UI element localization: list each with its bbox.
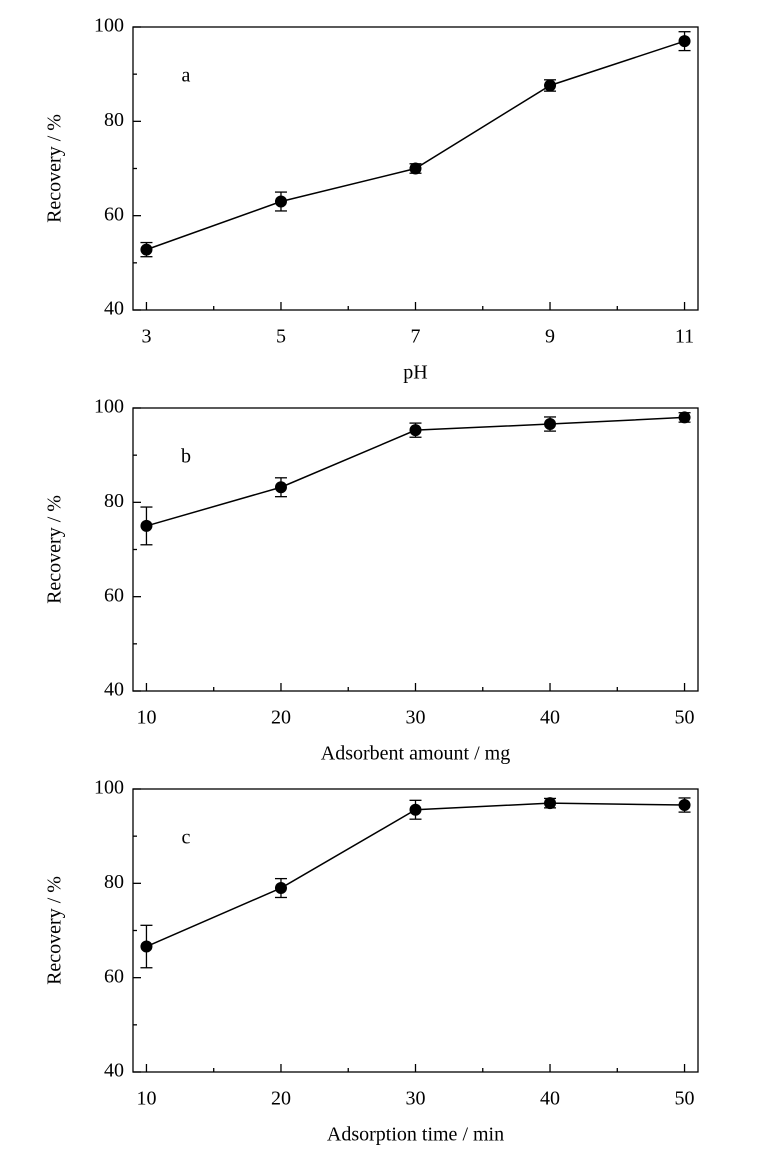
- x-tick-label: 3: [141, 326, 151, 348]
- marker: [678, 799, 691, 812]
- x-tick-label: 10: [136, 707, 156, 729]
- marker: [409, 803, 422, 816]
- x-tick-label: 40: [540, 707, 560, 729]
- data-line: [146, 40, 685, 251]
- x-axis-label: pH: [403, 362, 427, 384]
- marker: [140, 940, 153, 953]
- y-tick-label: 40: [104, 298, 124, 320]
- marker: [274, 481, 287, 494]
- marker: [678, 35, 691, 48]
- x-tick-label: 40: [540, 1088, 560, 1110]
- marker: [409, 162, 422, 175]
- x-tick-label: 7: [411, 326, 421, 348]
- data-line: [146, 802, 685, 948]
- x-axis-label: Adsorbent amount / mg: [321, 743, 510, 765]
- x-tick-label: 5: [276, 326, 286, 348]
- y-axis-label: Recovery / %: [44, 495, 66, 604]
- x-tick-label: 20: [271, 1088, 291, 1110]
- panel-label: a: [182, 65, 191, 87]
- y-tick-label: 60: [104, 584, 124, 606]
- x-tick-label: 50: [675, 1088, 695, 1110]
- y-tick-label: 80: [104, 109, 124, 131]
- x-tick-label: 50: [675, 707, 695, 729]
- x-tick-label: 11: [675, 326, 694, 348]
- panel-label: c: [182, 827, 191, 849]
- marker: [544, 797, 557, 810]
- y-tick-label: 100: [94, 15, 124, 37]
- marker: [544, 418, 557, 431]
- marker: [274, 195, 287, 208]
- y-axis-label: Recovery / %: [44, 876, 66, 985]
- y-tick-label: 80: [104, 871, 124, 893]
- x-tick-label: 9: [545, 326, 555, 348]
- x-tick-label: 20: [271, 707, 291, 729]
- y-axis-label: Recovery / %: [44, 114, 66, 223]
- panel-label: b: [181, 446, 191, 468]
- x-tick-label: 10: [136, 1088, 156, 1110]
- marker: [274, 882, 287, 895]
- y-tick-label: 60: [104, 965, 124, 987]
- marker: [140, 519, 153, 532]
- x-tick-label: 30: [406, 707, 426, 729]
- marker: [409, 424, 422, 437]
- y-tick-label: 100: [94, 396, 124, 418]
- x-axis-label: Adsorption time / min: [327, 1124, 504, 1146]
- y-tick-label: 40: [104, 679, 124, 701]
- marker: [678, 411, 691, 424]
- marker: [544, 79, 557, 92]
- x-tick-label: 30: [406, 1088, 426, 1110]
- y-tick-label: 40: [104, 1060, 124, 1082]
- y-tick-label: 60: [104, 203, 124, 225]
- plot-frame: [132, 407, 699, 692]
- plot-frame: [132, 788, 699, 1073]
- y-tick-label: 100: [94, 777, 124, 799]
- y-tick-label: 80: [104, 490, 124, 512]
- marker: [140, 243, 153, 256]
